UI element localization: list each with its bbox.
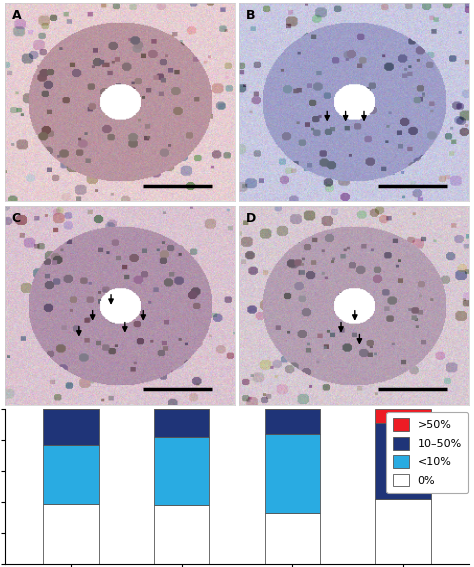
Bar bbox=[44, 503, 99, 564]
Bar bbox=[154, 505, 210, 564]
Legend: >50%, 10–50%, <10%, 0%: >50%, 10–50%, <10%, 0% bbox=[386, 412, 468, 493]
Bar bbox=[375, 423, 430, 499]
Bar bbox=[44, 409, 99, 445]
Text: A: A bbox=[12, 9, 21, 22]
Text: D: D bbox=[246, 212, 256, 225]
Bar bbox=[154, 409, 210, 437]
Bar bbox=[44, 445, 99, 503]
Bar bbox=[154, 437, 210, 505]
Bar bbox=[375, 409, 430, 423]
Text: C: C bbox=[12, 212, 21, 225]
Text: B: B bbox=[246, 9, 255, 22]
Bar bbox=[264, 409, 320, 434]
Bar bbox=[264, 434, 320, 513]
Bar bbox=[264, 513, 320, 564]
Bar bbox=[375, 499, 430, 564]
